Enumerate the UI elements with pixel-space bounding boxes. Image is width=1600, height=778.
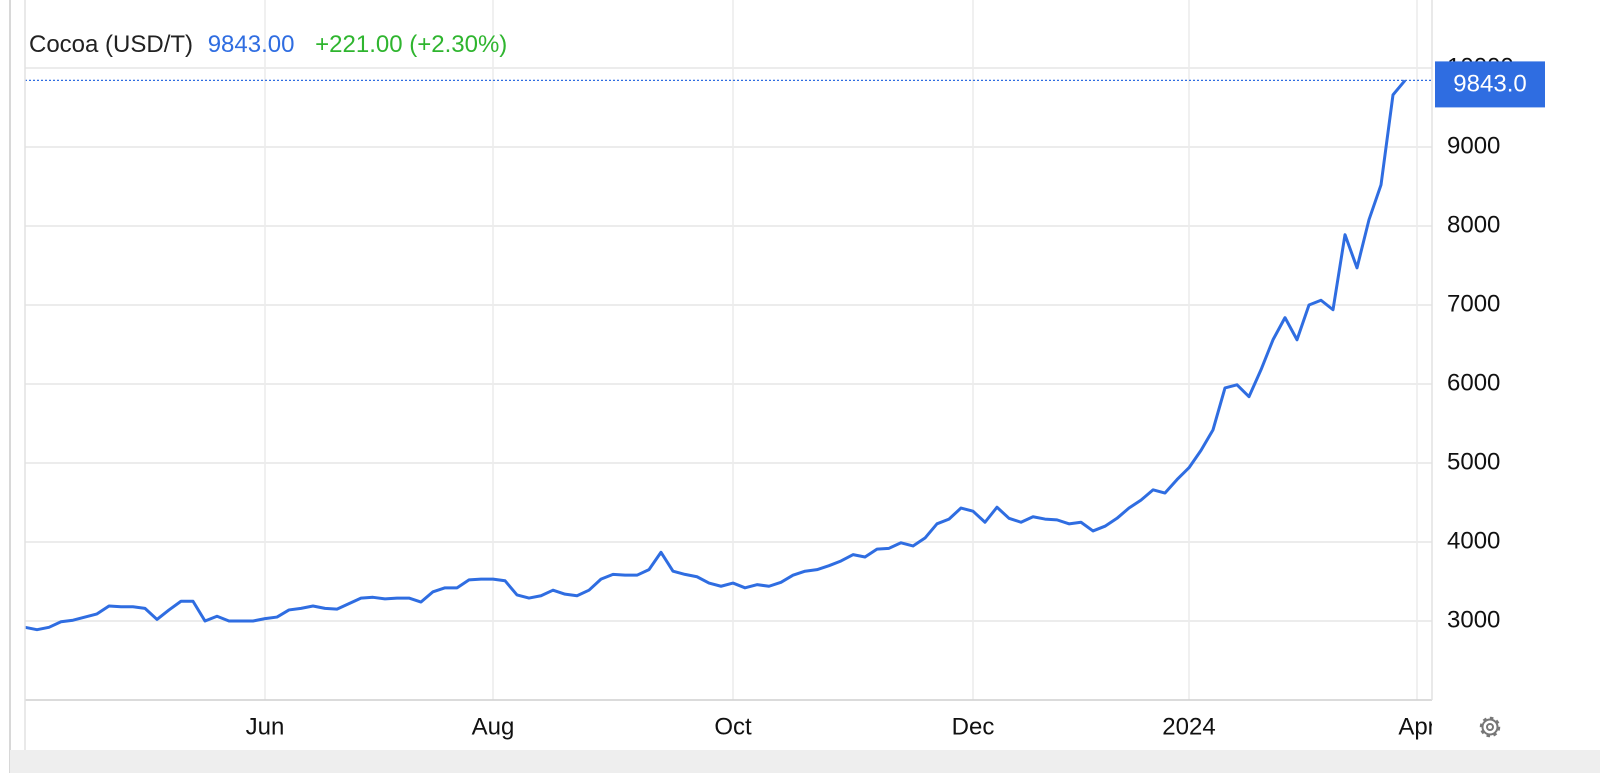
- y-tick-label: 5000: [1447, 448, 1500, 475]
- price-line: [24, 79, 1407, 632]
- x-tick-label: Jun: [246, 713, 285, 740]
- x-tick-label: Aug: [472, 713, 515, 740]
- x-axis-labels: Jun Aug Oct Dec 2024 Apr: [246, 713, 1435, 740]
- instrument-name: Cocoa (USD/T): [29, 31, 193, 58]
- grid: [25, 0, 1432, 700]
- y-tick-label: 6000: [1447, 369, 1500, 396]
- last-price-badge: [1435, 61, 1545, 108]
- gear-hole: [1486, 723, 1494, 731]
- price-change: +221.00 (+2.30%): [315, 31, 507, 58]
- x-tick-label: Apr: [1398, 713, 1435, 740]
- y-tick-label: 4000: [1447, 527, 1500, 554]
- y-tick-label: 3000: [1447, 606, 1500, 633]
- last-price-label: 9843.0: [1453, 71, 1526, 98]
- header: Cocoa (USD/T) 9843.00 +221.00 (+2.30%): [29, 31, 507, 58]
- price: 9843.00: [208, 31, 295, 58]
- x-tick-label: Oct: [714, 713, 752, 740]
- gear-teeth: [1479, 716, 1501, 738]
- plot: [24, 79, 1432, 632]
- gear-body: [1481, 718, 1499, 736]
- x-tick-label: Dec: [952, 713, 995, 740]
- y-tick-label: 8000: [1447, 211, 1500, 238]
- y-tick-label: 9000: [1447, 132, 1500, 159]
- settings-button[interactable]: [1479, 716, 1501, 738]
- x-tick-label: 2024: [1162, 713, 1215, 740]
- y-tick-label: 7000: [1447, 290, 1500, 317]
- bottom-strip: [10, 750, 1600, 773]
